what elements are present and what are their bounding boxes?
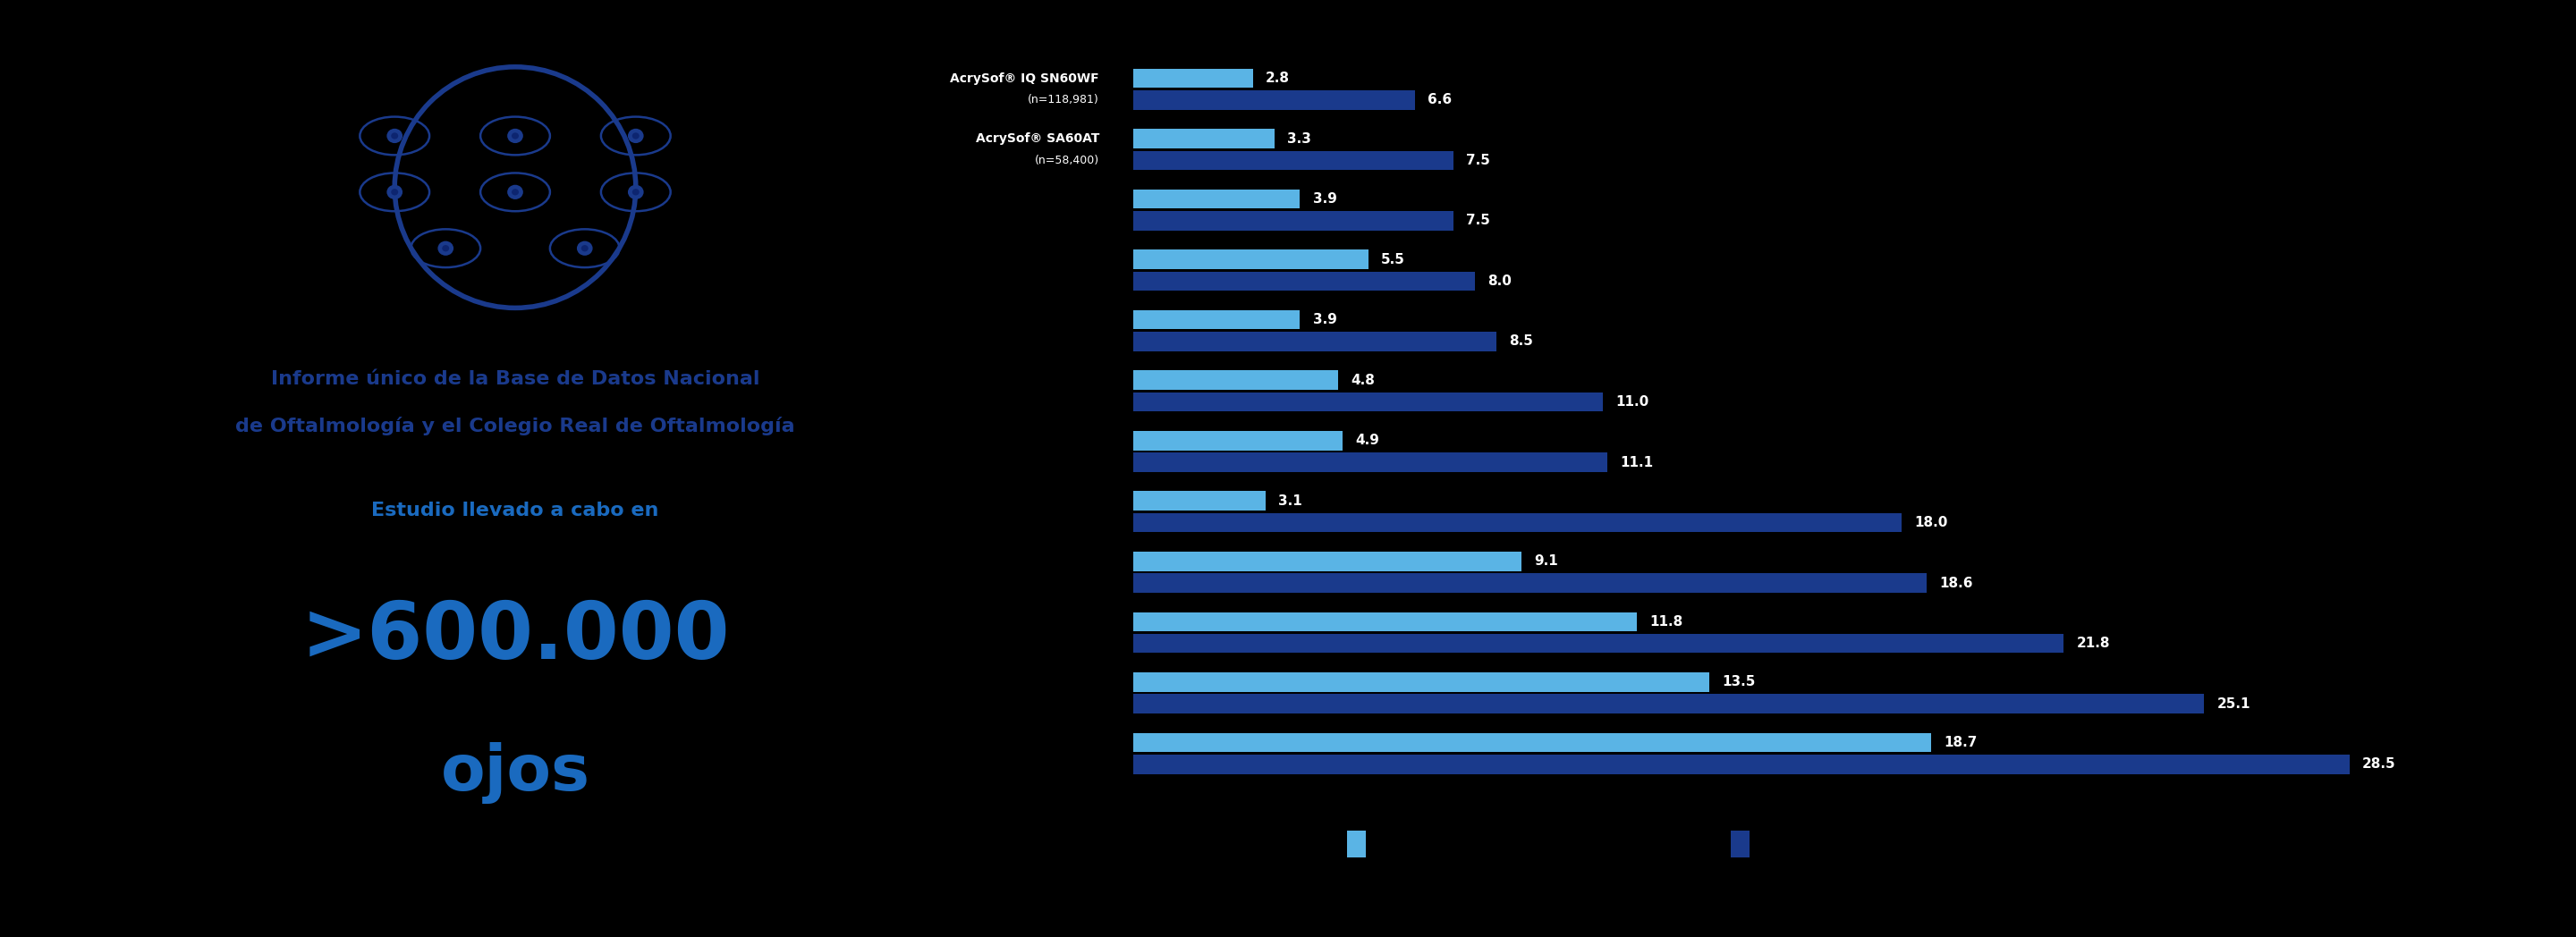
Text: de Oftalmología y el Colegio Real de Oftalmología: de Oftalmología y el Colegio Real de Oft… [234,417,796,436]
Text: 13.5: 13.5 [1723,676,1757,689]
Ellipse shape [629,185,644,200]
Ellipse shape [507,128,523,143]
Bar [1133,453,1607,472]
Ellipse shape [392,189,399,195]
Bar [1133,694,2205,713]
Ellipse shape [507,185,523,200]
Bar [1133,272,1473,290]
Bar [1731,830,1749,857]
Text: (n=58,400): (n=58,400) [1036,155,1100,166]
Text: 3.9: 3.9 [1314,192,1337,206]
Ellipse shape [392,133,399,139]
Bar [1133,250,1368,269]
Bar [1133,211,1453,231]
Text: 3.1: 3.1 [1278,494,1303,508]
Bar [1133,612,1636,632]
Text: 9.1: 9.1 [1535,555,1558,568]
Ellipse shape [443,245,448,251]
Text: Informe único de la Base de Datos Nacional: Informe único de la Base de Datos Nacion… [270,370,760,389]
Bar [1133,491,1265,511]
Ellipse shape [513,189,518,195]
Text: AcrySof® IQ SN60WF: AcrySof® IQ SN60WF [951,72,1100,84]
Text: 18.0: 18.0 [1914,516,1947,529]
Text: 11.0: 11.0 [1615,395,1649,409]
Bar [1133,90,1414,110]
Text: 8.0: 8.0 [1486,275,1512,288]
Ellipse shape [629,128,644,143]
Bar [1133,370,1340,390]
Bar [1133,431,1342,450]
Ellipse shape [631,133,639,139]
Text: 3.9: 3.9 [1314,313,1337,326]
Bar [1133,733,1932,752]
Bar [1133,633,2063,653]
Ellipse shape [631,189,639,195]
Ellipse shape [438,241,453,256]
Ellipse shape [582,245,587,251]
Text: ojos: ojos [440,742,590,804]
Bar [1133,189,1301,209]
Bar [1133,151,1453,170]
Text: 3.3: 3.3 [1288,132,1311,145]
Text: 25.1: 25.1 [2218,697,2251,710]
Text: >600.000: >600.000 [301,598,729,677]
Text: 5.5: 5.5 [1381,253,1404,266]
Bar [1133,573,1927,593]
Text: 2.8: 2.8 [1265,71,1291,85]
Ellipse shape [386,128,402,143]
Text: 7.5: 7.5 [1466,154,1492,167]
Ellipse shape [513,133,518,139]
Text: (n=118,981): (n=118,981) [1028,95,1100,106]
Text: 4.9: 4.9 [1355,434,1378,447]
Bar [1133,552,1522,571]
Ellipse shape [577,241,592,256]
Bar [1133,332,1497,351]
Text: 21.8: 21.8 [2076,637,2110,650]
Text: AcrySof® SA60AT: AcrySof® SA60AT [976,132,1100,145]
Bar [1133,673,1710,692]
Text: 8.5: 8.5 [1510,335,1533,349]
Text: 18.6: 18.6 [1940,576,1973,589]
Bar [1133,129,1275,148]
Bar [1133,754,2349,774]
Bar [1347,830,1365,857]
Bar [1133,68,1252,88]
Text: 28.5: 28.5 [2362,757,2396,771]
Text: 7.5: 7.5 [1466,214,1492,228]
Text: 11.1: 11.1 [1620,455,1654,469]
Text: 11.8: 11.8 [1649,615,1682,629]
Text: 18.7: 18.7 [1945,736,1978,750]
Text: 4.8: 4.8 [1350,374,1376,387]
Bar [1133,393,1602,411]
Text: 6.6: 6.6 [1427,94,1453,107]
Ellipse shape [386,185,402,200]
Text: Estudio llevado a cabo en: Estudio llevado a cabo en [371,501,659,520]
Bar [1133,310,1301,330]
Bar [1133,513,1901,532]
